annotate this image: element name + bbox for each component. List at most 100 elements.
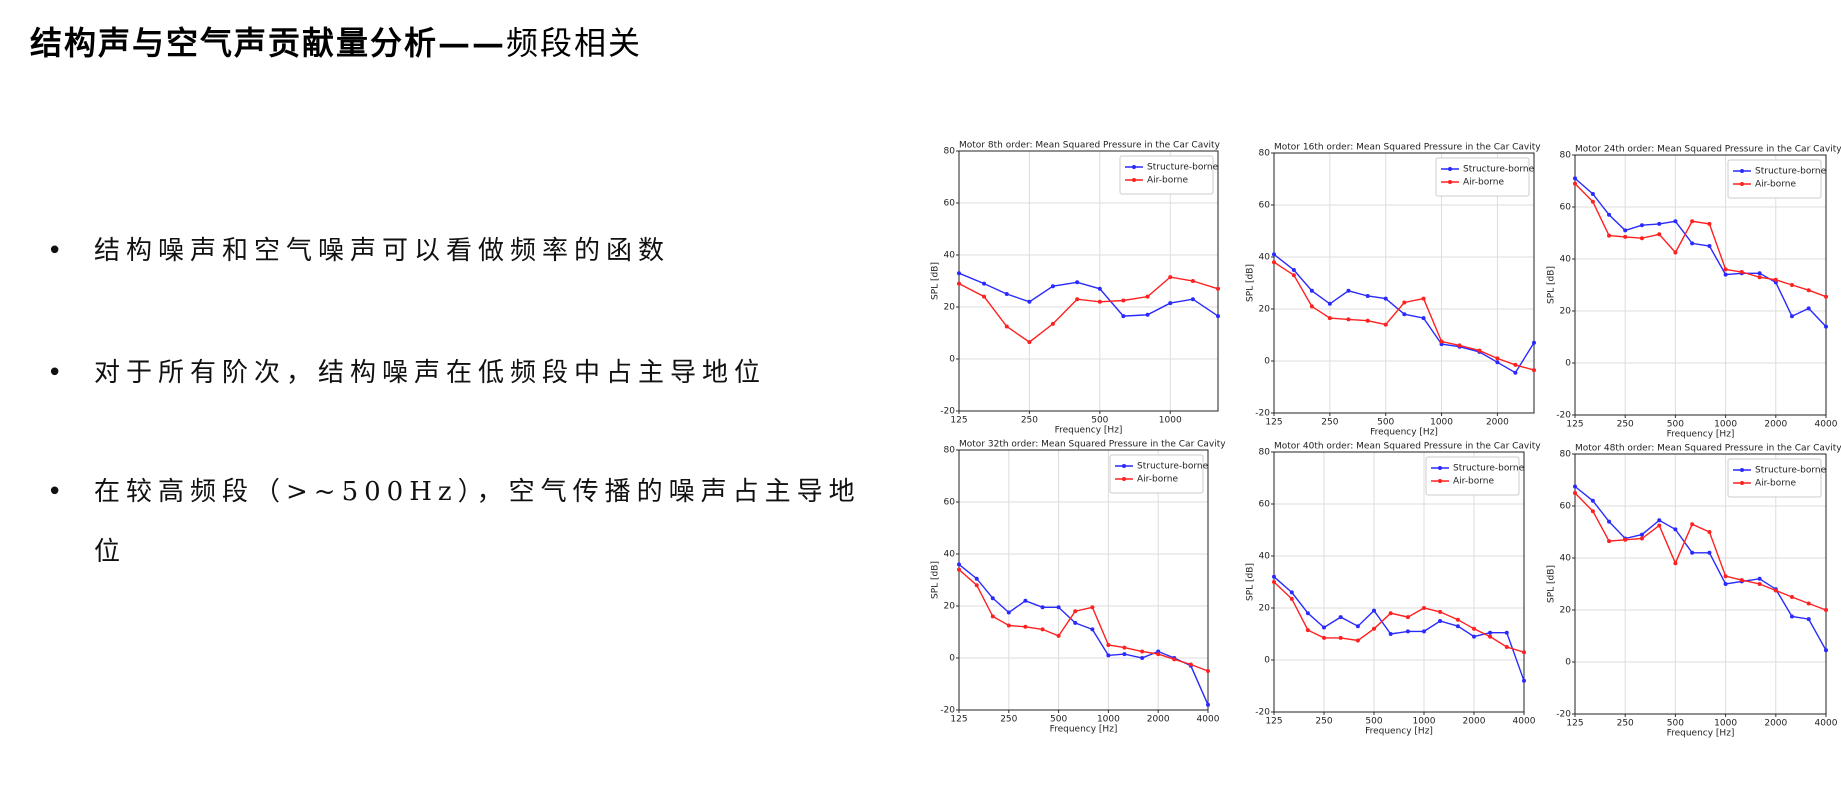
legend-marker <box>1740 169 1744 173</box>
data-point <box>1027 299 1032 304</box>
y-axis-label: SPL [dB] <box>931 561 941 599</box>
data-point <box>1623 234 1628 239</box>
chart: Motor 24th order: Mean Squared Pressure … <box>1547 145 1841 440</box>
data-point <box>1121 298 1126 303</box>
x-tick-label: 2000 <box>1764 719 1787 729</box>
legend-box <box>1727 159 1822 199</box>
data-point <box>1309 304 1314 309</box>
data-point <box>1322 635 1326 640</box>
y-tick-label: 0 <box>949 355 955 365</box>
series-line <box>958 272 1219 317</box>
data-point <box>1327 316 1332 321</box>
data-point <box>1122 645 1127 650</box>
x-tick-label: 250 <box>1321 418 1338 428</box>
x-axis-label: Frequency [Hz] <box>1365 727 1433 737</box>
data-point <box>1707 530 1712 534</box>
x-tick-label: 250 <box>1617 719 1634 729</box>
chart: Motor 32th order: Mean Squared Pressure … <box>931 440 1227 735</box>
y-axis-label: SPL [dB] <box>1246 563 1256 601</box>
data-point <box>1073 609 1078 614</box>
x-tick-label: 250 <box>1315 717 1332 727</box>
y-axis-label: SPL [dB] <box>1547 565 1557 603</box>
legend-marker <box>1122 464 1126 468</box>
data-point <box>1006 623 1011 628</box>
data-point <box>1388 632 1393 636</box>
data-point <box>1707 244 1712 248</box>
data-point <box>1156 652 1161 657</box>
bullet-text: 在较高频段（>~500Hz），空气传播的噪声占主导地位 <box>94 477 861 567</box>
data-point <box>1145 294 1150 299</box>
y-tick-label: 20 <box>1560 606 1572 616</box>
data-point <box>1206 669 1210 673</box>
data-point <box>1338 615 1343 620</box>
data-point <box>1422 606 1426 610</box>
x-tick-label: 4000 <box>1815 719 1838 729</box>
data-point <box>1075 280 1080 285</box>
x-tick-label: 500 <box>1091 416 1108 426</box>
x-tick-label: 125 <box>950 416 967 426</box>
data-point <box>1421 316 1426 321</box>
x-axis-label: Frequency [Hz] <box>1667 430 1735 440</box>
data-point <box>1757 271 1762 276</box>
data-point <box>1639 532 1644 537</box>
data-point <box>1824 608 1828 612</box>
data-point <box>1707 221 1712 226</box>
data-point <box>1690 241 1695 246</box>
x-tick-label: 125 <box>1566 719 1583 729</box>
data-point <box>1388 611 1393 616</box>
y-axis-label: SPL [dB] <box>1547 266 1557 304</box>
data-point <box>990 596 995 601</box>
data-point <box>1824 324 1828 329</box>
x-tick-label: 2000 <box>1764 420 1787 430</box>
data-point <box>1372 626 1376 631</box>
data-point <box>1338 635 1343 640</box>
data-point <box>1050 321 1055 326</box>
legend-label: Structure-borne <box>1147 163 1219 173</box>
x-tick-label: 250 <box>1021 416 1038 426</box>
data-point <box>1140 656 1145 660</box>
data-point <box>1402 300 1407 305</box>
x-axis-label: Frequency [Hz] <box>1050 725 1118 735</box>
chart: Motor 40th order: Mean Squared Pressure … <box>1246 442 1542 737</box>
chart: Motor 8th order: Mean Squared Pressure i… <box>931 141 1221 436</box>
data-point <box>1824 294 1828 299</box>
data-point <box>1172 657 1177 662</box>
data-point <box>1305 628 1310 633</box>
series-line <box>1574 183 1827 298</box>
data-point <box>1789 283 1794 287</box>
data-point <box>1673 561 1678 566</box>
series-line <box>1273 576 1525 682</box>
data-point <box>1272 580 1276 584</box>
data-point <box>1673 219 1678 224</box>
y-tick-label: 0 <box>949 654 955 664</box>
y-tick-label: 80 <box>1560 151 1572 161</box>
data-point <box>1122 652 1127 657</box>
data-point <box>1346 288 1351 293</box>
data-point <box>1023 598 1028 603</box>
data-point <box>1806 601 1811 606</box>
y-tick-label: 80 <box>944 446 956 456</box>
data-point <box>982 281 987 286</box>
chart-title: Motor 48th order: Mean Squared Pressure … <box>1575 444 1841 454</box>
series-line <box>1574 177 1827 328</box>
data-point <box>1455 624 1460 629</box>
bullet-text: 结构噪声和空气噪声可以看做频率的函数 <box>94 236 671 266</box>
data-point <box>974 583 979 588</box>
data-point <box>1824 648 1828 653</box>
legend-label: Air-borne <box>1755 479 1796 489</box>
legend-label: Air-borne <box>1755 180 1796 190</box>
data-point <box>1289 596 1294 601</box>
legend-marker <box>1122 477 1126 481</box>
data-point <box>1590 192 1595 196</box>
chart-title: Motor 24th order: Mean Squared Pressure … <box>1575 145 1841 155</box>
data-point <box>957 567 961 572</box>
x-tick-label: 4000 <box>1197 715 1220 725</box>
legend-label: Air-borne <box>1147 176 1188 186</box>
x-tick-label: 500 <box>1377 418 1394 428</box>
data-point <box>1097 286 1102 291</box>
legend-label: Structure-borne <box>1453 464 1525 474</box>
data-point <box>1488 630 1493 635</box>
y-tick-label: 40 <box>1259 552 1271 562</box>
data-point <box>1004 292 1009 296</box>
